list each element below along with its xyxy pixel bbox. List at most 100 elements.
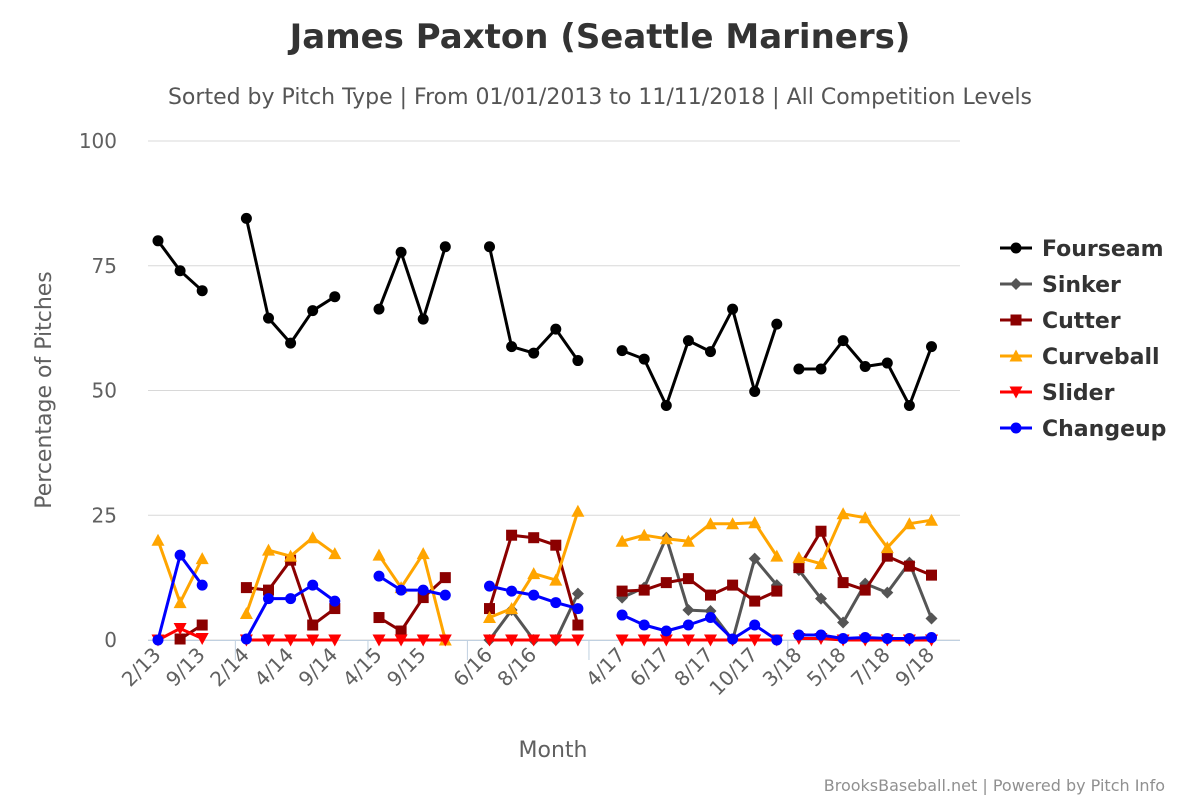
legend-item-slider[interactable]: Slider [1000, 381, 1115, 406]
slider-point[interactable] [549, 634, 563, 647]
curveball-point[interactable] [836, 507, 850, 520]
curveball-point[interactable] [925, 513, 938, 526]
cutter-point[interactable] [572, 619, 584, 631]
fourseam-point[interactable] [705, 346, 716, 358]
legend-item-cutter[interactable]: Cutter [1000, 309, 1121, 334]
slider-point[interactable] [328, 634, 342, 647]
series-fourseam[interactable] [152, 212, 938, 411]
slider-point[interactable] [527, 634, 541, 647]
curveball-point[interactable] [770, 549, 784, 562]
slider-point[interactable] [284, 634, 298, 647]
fourseam-point[interactable] [307, 305, 319, 317]
fourseam-point[interactable] [285, 337, 297, 349]
curveball-point[interactable] [262, 543, 275, 556]
series-changeup[interactable] [152, 549, 938, 646]
curveball-point[interactable] [681, 534, 695, 547]
changeup-point[interactable] [174, 549, 186, 561]
cutter-point[interactable] [439, 572, 451, 584]
fourseam-point[interactable] [926, 341, 937, 353]
changeup-point[interactable] [417, 584, 429, 596]
sinker-point[interactable] [748, 552, 761, 565]
slider-point[interactable] [615, 634, 629, 647]
changeup-point[interactable] [793, 629, 805, 641]
fourseam-point[interactable] [417, 313, 429, 325]
sinker-point[interactable] [881, 586, 894, 599]
curveball-point[interactable] [173, 596, 187, 609]
sinker-point[interactable] [815, 592, 827, 605]
fourseam-point[interactable] [616, 345, 628, 357]
cutter-point[interactable] [484, 603, 495, 615]
curveball-point[interactable] [880, 541, 894, 554]
fourseam-point[interactable] [837, 335, 849, 347]
slider-point[interactable] [704, 634, 717, 647]
cutter-point[interactable] [638, 584, 650, 596]
curveball-point[interactable] [549, 573, 563, 586]
fourseam-point[interactable] [793, 363, 805, 375]
slider-point[interactable] [571, 634, 585, 647]
slider-point[interactable] [748, 634, 762, 647]
changeup-point[interactable] [837, 633, 849, 645]
slider-point[interactable] [195, 633, 209, 646]
legend-item-fourseam[interactable]: Fourseam [1000, 237, 1164, 262]
cutter-point[interactable] [395, 625, 407, 637]
changeup-point[interactable] [749, 619, 761, 631]
changeup-point[interactable] [395, 584, 407, 596]
sinker-point[interactable] [571, 587, 584, 600]
cutter-point[interactable] [550, 539, 562, 551]
curveball-point[interactable] [858, 511, 872, 524]
fourseam-point[interactable] [196, 285, 208, 297]
legend-item-curveball[interactable]: Curveball [1000, 345, 1160, 370]
cutter-point[interactable] [263, 584, 274, 596]
changeup-point[interactable] [484, 580, 495, 592]
curveball-point[interactable] [659, 532, 673, 545]
slider-point[interactable] [306, 634, 320, 647]
changeup-point[interactable] [196, 579, 208, 591]
fourseam-point[interactable] [506, 341, 518, 353]
fourseam-point[interactable] [395, 246, 407, 258]
changeup-point[interactable] [926, 632, 937, 644]
curveball-point[interactable] [416, 547, 430, 560]
slider-point[interactable] [505, 634, 519, 647]
changeup-point[interactable] [506, 585, 518, 597]
changeup-point[interactable] [439, 589, 451, 601]
changeup-point[interactable] [682, 619, 694, 631]
changeup-point[interactable] [660, 625, 672, 637]
fourseam-point[interactable] [528, 347, 540, 359]
fourseam-point[interactable] [638, 353, 650, 365]
changeup-point[interactable] [329, 595, 341, 607]
slider-point[interactable] [637, 634, 651, 647]
curveball-point[interactable] [748, 516, 762, 529]
fourseam-point[interactable] [263, 312, 274, 324]
cutter-point[interactable] [705, 589, 716, 601]
fourseam-point[interactable] [771, 318, 783, 330]
curveball-point[interactable] [527, 567, 541, 580]
cutter-point[interactable] [174, 633, 186, 645]
curveball-point[interactable] [902, 517, 916, 530]
curveball-point[interactable] [814, 557, 828, 570]
changeup-point[interactable] [705, 612, 716, 624]
sinker-point[interactable] [682, 604, 695, 617]
cutter-point[interactable] [240, 582, 252, 594]
cutter-point[interactable] [682, 573, 694, 585]
fourseam-point[interactable] [439, 241, 451, 253]
series-curveball[interactable] [151, 504, 939, 646]
fourseam-point[interactable] [174, 265, 186, 277]
cutter-point[interactable] [903, 560, 915, 572]
slider-point[interactable] [394, 634, 408, 647]
cutter-point[interactable] [837, 577, 849, 589]
fourseam-point[interactable] [881, 357, 893, 369]
fourseam-point[interactable] [749, 385, 761, 397]
slider-point[interactable] [262, 634, 275, 647]
fourseam-point[interactable] [152, 235, 164, 247]
cutter-point[interactable] [616, 585, 628, 597]
curveball-point[interactable] [195, 552, 209, 565]
curveball-point[interactable] [571, 504, 585, 517]
cutter-point[interactable] [881, 550, 893, 562]
slider-point[interactable] [438, 634, 452, 647]
cutter-point[interactable] [859, 584, 871, 596]
fourseam-point[interactable] [815, 363, 827, 375]
slider-point[interactable] [681, 634, 695, 647]
changeup-point[interactable] [373, 570, 385, 582]
curveball-point[interactable] [372, 548, 386, 561]
changeup-point[interactable] [263, 593, 274, 605]
